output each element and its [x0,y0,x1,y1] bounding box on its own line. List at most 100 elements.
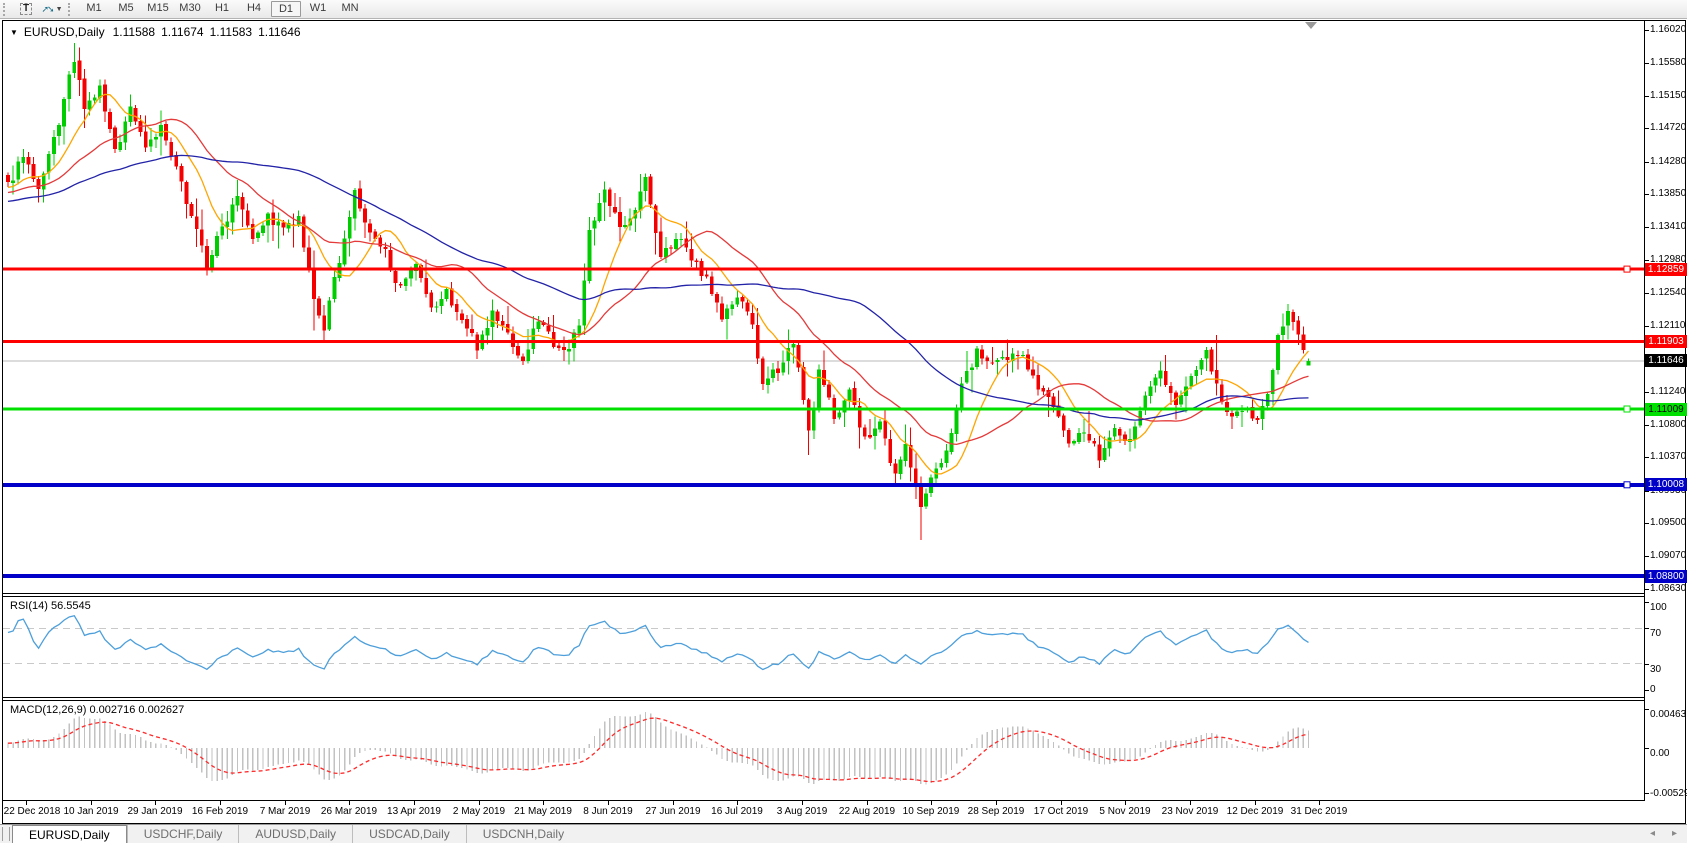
date-tick-dash [285,801,286,805]
horizontal-line-1.11009[interactable] [3,405,1644,413]
date-tick-label: 5 Nov 2019 [1099,806,1151,817]
text-tool-icon: T [19,3,33,15]
date-tick-dash [220,801,221,805]
chart-tab-eurusd[interactable]: EURUSD,Daily [12,825,127,843]
rsi-tick-dash [1644,602,1649,603]
date-tick-label: 29 Jan 2019 [127,806,183,817]
timeframe-button-m5[interactable]: M5 [118,2,134,14]
price-tick-label: 1.13850 [1650,188,1687,199]
price-tick-dash [1644,491,1649,492]
date-tick-label: 28 Sep 2019 [967,806,1025,817]
date-tick-dash [543,801,544,805]
line-price-badge: 1.12859 [1645,263,1687,276]
rsi-tick-dash [1644,664,1649,665]
price-tick-dash [1644,260,1649,261]
timeframe-button-m30[interactable]: M30 [179,2,201,14]
date-tick-dash [1319,801,1320,805]
price-tick-dash [1644,457,1649,458]
chart-shift-marker-icon[interactable] [1305,22,1317,29]
price-tick-dash [1644,96,1649,97]
price-chart-canvas[interactable] [3,21,1644,593]
date-tick-dash [996,801,997,805]
toolbar-grip[interactable] [3,2,10,16]
price-tick-label: 1.12540 [1650,287,1687,298]
date-tick-dash [26,801,27,805]
chart-tabs: EURUSD,Daily USDCHF,Daily AUDUSD,Daily USDC… [12,825,580,843]
timeframe-button-mn[interactable]: MN [341,2,359,14]
date-tick-label: 22 Dec 2018 [3,806,61,817]
horizontal-line-1.12859[interactable] [3,265,1644,273]
rsi-indicator-label: RSI(14) 56.5545 [10,600,91,612]
price-tick-label: 1.12110 [1650,320,1686,331]
rsi-panel-canvas[interactable] [3,597,1644,696]
line-price-badge: 1.08800 [1645,570,1687,583]
symbol-collapse-icon[interactable]: ▼ [10,27,18,37]
macd-signal-line [7,717,1309,783]
chart-tab-usdcnh[interactable]: USDCNH,Daily [465,825,580,843]
date-tick-label: 21 May 2019 [514,806,572,817]
price-tick-label: 1.13410 [1650,221,1687,232]
price-tick-label: 1.15150 [1650,90,1687,101]
arrows-tool-button[interactable]: ➚➘ ▼ [40,1,64,17]
date-tick-dash [414,801,415,805]
price-tick-dash [1644,194,1649,195]
macd-panel-bottom-border [3,800,1644,801]
macd-tick-label: 0.00 [1650,748,1670,759]
date-tick-label: 13 Apr 2019 [387,806,441,817]
timeframe-button-w1[interactable]: W1 [309,2,327,14]
date-tick-label: 31 Dec 2019 [1290,806,1348,817]
price-tick-dash [1644,523,1649,524]
rsi-panel-splitter[interactable] [3,596,1644,597]
ohlc-low: 1.11583 [209,25,253,39]
timeframe-button-m15[interactable]: M15 [147,2,169,14]
timeframe-button-h4[interactable]: H4 [246,2,262,14]
price-tick-label: 1.16020 [1650,24,1687,35]
macd-tick-dash [1644,793,1649,794]
date-tick-dash [1255,801,1256,805]
timeframe-button-m1[interactable]: M1 [86,2,102,14]
chart-tab-usdcad[interactable]: USDCAD,Daily [352,825,466,843]
date-tick-label: 7 Mar 2019 [259,806,311,817]
price-tick-dash [1644,293,1649,294]
rsi-tick-label: 0 [1650,684,1656,695]
toolbar-separator [68,2,75,16]
chevron-down-icon: ▼ [55,5,63,13]
date-tick-dash [737,801,738,805]
date-tick-label: 10 Sep 2019 [902,806,960,817]
rsi-panel-bottom-border [3,697,1644,698]
horizontal-line-1.10008[interactable] [3,481,1644,489]
ohlc-close: 1.11646 [258,25,301,39]
rsi-tick-label: 30 [1650,664,1662,675]
arrows-tool-icon: ➚➘ [41,3,54,14]
chart-tabs-bar: EURUSD,Daily USDCHF,Daily AUDUSD,Daily USDC… [0,824,1687,843]
tabbar-grip [2,827,10,841]
chart-tab-usdchf[interactable]: USDCHF,Daily [126,825,239,843]
macd-indicator-label: MACD(12,26,9) 0.002716 0.002627 [10,704,185,716]
macd-panel-canvas[interactable] [3,701,1644,800]
timeframe-button-d1[interactable]: D1 [271,1,301,17]
chart-tab-audusd[interactable]: AUDUSD,Daily [238,825,352,843]
date-tick-dash [802,801,803,805]
rsi-tick-dash [1644,628,1649,629]
date-tick-dash [155,801,156,805]
timeframe-button-h1[interactable]: H1 [214,2,230,14]
price-tick-label: 1.12980 [1650,254,1687,265]
date-tick-dash [608,801,609,805]
text-tool-button[interactable]: T [14,1,38,17]
price-tick-label: 1.14280 [1650,156,1687,167]
price-tick-dash [1644,227,1649,228]
date-tick-label: 12 Dec 2019 [1226,806,1284,817]
date-tick-dash [91,801,92,805]
line-price-badge: 1.11903 [1645,335,1687,348]
price-tick-dash [1644,128,1649,129]
date-tick-label: 10 Jan 2019 [63,806,119,817]
price-tick-dash [1644,425,1649,426]
top-toolbar: T ➚➘ ▼ M1 M5 M15 M30 H1 H4 D1 W1 MN [0,0,1687,19]
price-tick-dash [1644,63,1649,64]
price-tick-label: 1.08630 [1650,583,1687,594]
tabs-scroll-left-icon[interactable]: ◂ [1650,828,1656,839]
macd-panel-splitter[interactable] [3,700,1644,701]
chart-symbol: EURUSD,Daily [23,25,105,39]
tabs-scroll-right-icon[interactable]: ▸ [1672,828,1678,839]
macd-tick-dash [1644,748,1649,749]
